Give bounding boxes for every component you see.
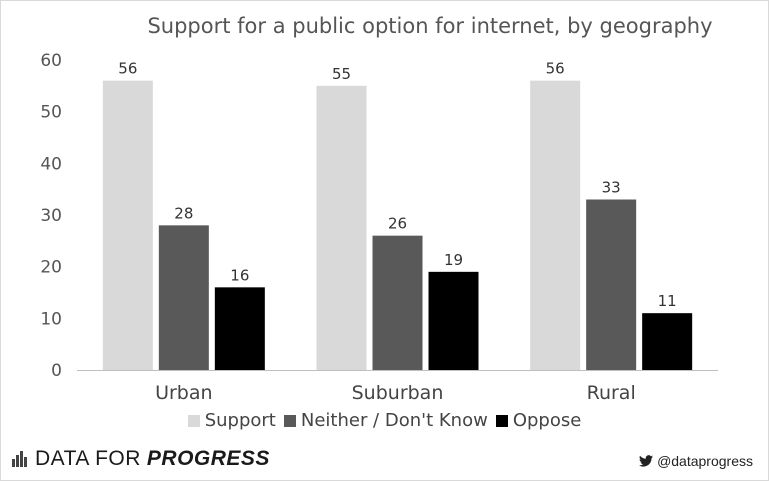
legend-swatch — [283, 414, 296, 427]
bar-value-label: 28 — [174, 204, 193, 222]
chart-legend: Support Neither / Don't Know Oppose — [0, 410, 769, 431]
bar-value-label: 33 — [602, 179, 621, 197]
handle-text: @dataprogress — [657, 453, 753, 469]
brand-logo: DATA FOR PROGRESS — [12, 447, 270, 471]
y-tick-label: 20 — [40, 258, 62, 278]
bar — [642, 313, 693, 370]
x-tick-label: Rural — [587, 382, 636, 404]
bar-chart-icon — [12, 451, 28, 467]
chart-title: Support for a public option for internet… — [147, 14, 713, 38]
bar-value-label: 26 — [388, 215, 407, 233]
y-tick-label: 50 — [40, 103, 62, 123]
bar-value-label: 19 — [444, 251, 463, 269]
legend-label: Neither / Don't Know — [300, 410, 488, 431]
x-tick-label: Urban — [155, 382, 212, 404]
legend-item: Oppose — [495, 410, 582, 431]
bar-value-label: 56 — [118, 60, 137, 78]
bar-value-label: 56 — [546, 60, 565, 78]
y-tick-label: 40 — [40, 154, 62, 174]
legend-label: Support — [204, 410, 276, 431]
y-tick-label: 30 — [40, 206, 62, 226]
twitter-handle: @dataprogress — [639, 453, 753, 469]
bar-chart: 0 10 20 30 40 50 60 56 28 16 Urban 55 26 19 Suburban 56… — [40, 51, 718, 404]
bar — [586, 199, 637, 370]
legend-swatch — [495, 414, 508, 427]
legend-item: Neither / Don't Know — [283, 410, 488, 431]
bar — [530, 80, 581, 371]
y-tick-label: 0 — [51, 361, 62, 381]
twitter-icon — [639, 455, 654, 467]
x-tick-label: Suburban — [352, 382, 444, 404]
bar-value-label: 16 — [230, 266, 249, 284]
bar — [316, 85, 367, 370]
bar — [214, 287, 265, 370]
bar-value-label: 11 — [658, 292, 677, 310]
legend-item: Support — [187, 410, 276, 431]
y-tick-label: 10 — [40, 309, 62, 329]
bar — [428, 271, 479, 370]
bar — [372, 235, 423, 370]
brand-name-bold: PROGRESS — [146, 447, 270, 470]
bar — [158, 225, 209, 370]
legend-label: Oppose — [512, 410, 582, 431]
bar — [102, 80, 153, 371]
brand-name-regular: DATA FOR — [35, 447, 141, 470]
bar-value-label: 55 — [332, 65, 351, 83]
y-tick-label: 60 — [40, 51, 62, 71]
legend-swatch — [187, 414, 200, 427]
